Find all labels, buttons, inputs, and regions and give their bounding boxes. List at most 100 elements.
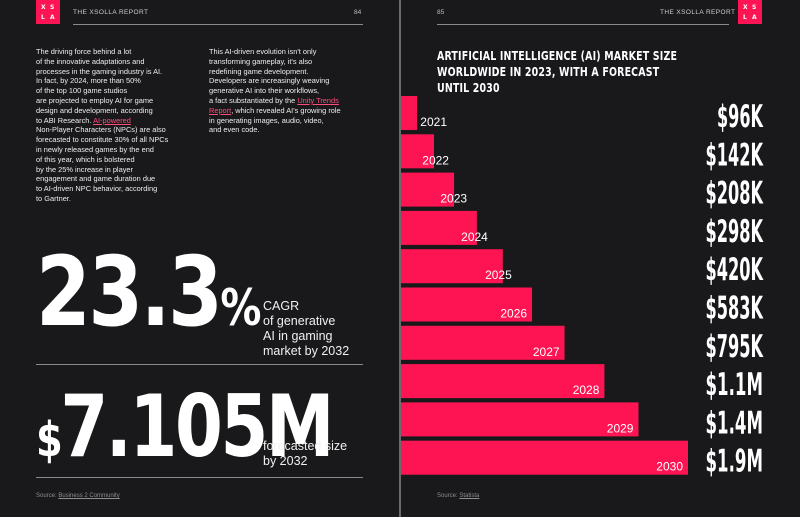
body-line: redefining game development.	[209, 66, 309, 76]
page-gutter	[399, 0, 401, 517]
forecast-currency: $	[36, 412, 63, 468]
svg-text:S: S	[752, 4, 756, 11]
category-label: 2026	[500, 307, 527, 321]
category-label: 2030	[656, 460, 683, 474]
source-link[interactable]: Statista	[459, 493, 480, 499]
category-label: 2021	[420, 115, 447, 129]
forecast-number: 7.105M	[60, 377, 334, 477]
body-line: This AI-driven evolution isn't only	[209, 47, 317, 56]
forecast-value: $7.105M	[36, 384, 334, 483]
body-line: The driving force behind a lot	[36, 47, 132, 56]
value-label: $208K	[706, 176, 764, 212]
body-column-1: The driving force behind a lot of the in…	[36, 47, 206, 204]
value-label: $1.4M	[706, 405, 764, 441]
category-label: 2025	[485, 268, 512, 282]
svg-text:L: L	[743, 14, 747, 21]
svg-text:X: X	[41, 4, 46, 11]
body-line: transforming gameplay, it's also	[209, 56, 313, 66]
source-note: Source: Business 2 Community	[36, 493, 120, 499]
cagr-label-line: CAGR	[263, 299, 300, 313]
value-label: $142K	[706, 137, 764, 173]
body-line: In fact, by 2024, more than 50%	[36, 76, 141, 86]
body-line: to Gartner.	[36, 193, 71, 203]
page-number: 84	[354, 9, 362, 16]
bar-2023	[401, 172, 455, 207]
unity-trends-link[interactable]: Unity Trends	[297, 95, 339, 105]
value-label: $298K	[706, 214, 764, 250]
body-line: a fact substantiated by the Unity Trends	[209, 96, 374, 106]
xsolla-logo: X S L A	[36, 0, 60, 24]
body-line: engagement and game duration due	[36, 174, 156, 184]
left-page: X S L A THE XSOLLA REPORT 84 The driving…	[0, 0, 399, 517]
bar-2030	[401, 440, 688, 475]
bar-2021	[401, 96, 417, 130]
svg-text:A: A	[50, 14, 55, 21]
forecast-label: forecasted size by 2032	[263, 439, 347, 469]
forecast-label-line: by 2032	[263, 454, 308, 468]
source-label: Source:	[36, 493, 59, 499]
body-line: Non-Player Characters (NPCs) are also	[36, 125, 166, 135]
stat-divider	[36, 364, 363, 365]
cagr-number: 23.3	[36, 236, 223, 348]
bar-2027	[401, 325, 565, 360]
chart-title: ARTIFICIAL INTELLIGENCE (AI) MARKET SIZE…	[437, 48, 695, 96]
body-line: to AI-driven NPC behavior, according	[36, 184, 158, 194]
xsolla-logo-mark-icon: X S L A	[743, 4, 757, 21]
header-rule	[73, 24, 363, 25]
bar-2022	[401, 134, 434, 169]
cagr-label: CAGR of generative AI in gaming market b…	[263, 299, 349, 359]
body-line: by the 25% increase in player	[36, 164, 133, 174]
body-line: to ABI Research. AI-powered	[36, 116, 206, 126]
svg-text:S: S	[50, 4, 54, 11]
body-column-2: This AI-driven evolution isn't only tran…	[209, 47, 374, 135]
unity-report-link[interactable]: Report	[209, 105, 232, 115]
body-line: design and development, according	[36, 105, 153, 115]
body-line: of this year, which is bolstered	[36, 154, 135, 164]
cagr-value: 23.3%	[36, 244, 261, 356]
cagr-percent-sign: %	[220, 279, 261, 337]
source-label: Source:	[437, 493, 460, 499]
bar-2028	[401, 364, 605, 399]
xsolla-logo-mark-icon: X S L A	[41, 4, 55, 21]
value-label: $96K	[717, 99, 764, 135]
category-label: 2024	[461, 230, 488, 244]
body-line: Report, which revealed AI's growing role	[209, 106, 374, 116]
xsolla-logo: X S L A	[738, 0, 762, 24]
cagr-label-line: of generative	[263, 314, 336, 328]
body-line: of the top 100 game studios	[36, 86, 128, 96]
body-text: to ABI Research.	[36, 115, 94, 125]
body-line: processes in the gaming industry is AI.	[36, 66, 163, 76]
bar-2026	[401, 287, 533, 322]
bar-2029	[401, 402, 639, 437]
body-text: , which revealed AI's growing role	[231, 105, 341, 115]
value-label: $583K	[706, 291, 764, 327]
source-note: Source: Statista	[437, 493, 479, 499]
category-label: 2023	[440, 192, 467, 206]
running-head: THE XSOLLA REPORT	[660, 9, 736, 16]
body-text: a fact substantiated by the	[209, 95, 298, 105]
body-line: in generating images, audio, video,	[209, 115, 324, 125]
bar-2025	[401, 249, 503, 284]
svg-text:L: L	[41, 14, 45, 21]
svg-text:X: X	[743, 4, 748, 11]
value-label: $795K	[706, 329, 764, 365]
value-label: $1.1M	[706, 367, 764, 403]
page-number: 85	[437, 9, 445, 16]
body-line: forecasted to constitute 30% of all NPCs	[36, 135, 169, 145]
value-label: $1.9M	[706, 444, 764, 480]
category-label: 2029	[607, 421, 634, 435]
category-label: 2027	[533, 345, 560, 359]
bar-2024	[401, 210, 477, 245]
body-line: in newly released games by the end	[36, 144, 154, 154]
body-line: are projected to employ AI for game	[36, 95, 154, 105]
category-label: 2028	[573, 383, 600, 397]
ai-powered-link[interactable]: AI-powered	[93, 115, 131, 125]
forecast-label-line: forecasted size	[263, 439, 348, 453]
svg-text:A: A	[752, 14, 757, 21]
body-line: of the innovative adaptations and	[36, 56, 145, 66]
category-label: 2022	[422, 153, 449, 167]
chart-title-line: WORLDWIDE IN 2023, WITH A FORECAST UNTIL…	[437, 65, 660, 95]
body-line: generative AI into their workflows,	[209, 86, 320, 96]
source-link[interactable]: Business 2 Community	[58, 493, 120, 499]
chart-title-line: ARTIFICIAL INTELLIGENCE (AI) MARKET SIZE	[437, 49, 678, 63]
